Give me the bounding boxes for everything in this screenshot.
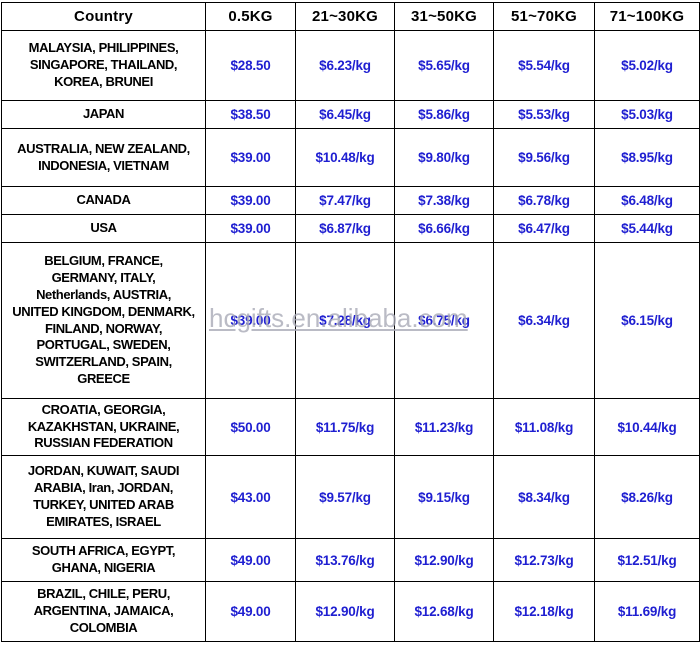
price-cell: $9.57/kg	[295, 455, 395, 539]
table-row: MALAYSIA, PHILIPPINES, SINGAPORE, THAILA…	[1, 30, 700, 101]
country-cell: MALAYSIA, PHILIPPINES, SINGAPORE, THAILA…	[1, 30, 206, 101]
price-cell: $6.66/kg	[394, 214, 494, 243]
price-cell: $12.18/kg	[493, 581, 595, 642]
price-cell: $6.78/kg	[493, 186, 595, 215]
price-cell: $12.51/kg	[594, 538, 700, 582]
price-cell: $11.69/kg	[594, 581, 700, 642]
country-cell: CROATIA, GEORGIA, KAZAKHSTAN, UKRAINE, R…	[1, 398, 206, 456]
table-row: JAPAN $38.50 $6.45/kg $5.86/kg $5.53/kg $5.03…	[1, 100, 700, 129]
price-cell: $8.95/kg	[594, 128, 700, 187]
price-cell: $13.76/kg	[295, 538, 395, 582]
price-cell: $6.34/kg	[493, 242, 595, 399]
country-cell: CANADA	[1, 186, 206, 215]
price-cell: $38.50	[205, 100, 296, 129]
price-cell: $39.00	[205, 214, 296, 243]
country-cell: SOUTH AFRICA, EGYPT, GHANA, NIGERIA	[1, 538, 206, 582]
price-cell: $12.73/kg	[493, 538, 595, 582]
price-cell: $9.15/kg	[394, 455, 494, 539]
price-cell: $9.80/kg	[394, 128, 494, 187]
price-cell: $10.44/kg	[594, 398, 700, 456]
country-cell: USA	[1, 214, 206, 243]
table-row: AUSTRALIA, NEW ZEALAND, INDONESIA, VIETN…	[1, 128, 700, 187]
price-cell: $5.02/kg	[594, 30, 700, 101]
price-cell: $5.53/kg	[493, 100, 595, 129]
table-row: BRAZIL, CHILE, PERU, ARGENTINA, JAMAICA,…	[1, 581, 700, 642]
price-cell: $8.26/kg	[594, 455, 700, 539]
country-cell: AUSTRALIA, NEW ZEALAND, INDONESIA, VIETN…	[1, 128, 206, 187]
price-cell: $39.00	[205, 128, 296, 187]
table-row: SOUTH AFRICA, EGYPT, GHANA, NIGERIA $49.0…	[1, 538, 700, 582]
price-cell: $12.90/kg	[295, 581, 395, 642]
price-cell: $49.00	[205, 581, 296, 642]
table-row: CANADA $39.00 $7.47/kg $7.38/kg $6.78/kg $6.4…	[1, 186, 700, 215]
table-header-row: Country 0.5KG 21~30KG 31~50KG 51~70KG 71~100K…	[1, 2, 700, 31]
price-cell: $39.00	[205, 186, 296, 215]
price-cell: $5.44/kg	[594, 214, 700, 243]
price-cell: $12.68/kg	[394, 581, 494, 642]
price-cell: $8.34/kg	[493, 455, 595, 539]
price-cell: $11.23/kg	[394, 398, 494, 456]
price-cell: $49.00	[205, 538, 296, 582]
country-cell: JAPAN	[1, 100, 206, 129]
price-cell: $12.90/kg	[394, 538, 494, 582]
price-cell: $7.38/kg	[394, 186, 494, 215]
price-cell: $5.86/kg	[394, 100, 494, 129]
country-cell: BELGIUM, FRANCE, GERMANY, ITALY, Netherl…	[1, 242, 206, 399]
price-cell: $39.00	[205, 242, 296, 399]
price-cell: $6.87/kg	[295, 214, 395, 243]
price-cell: $43.00	[205, 455, 296, 539]
column-header-weight: 71~100KG	[594, 2, 700, 31]
price-cell: $6.45/kg	[295, 100, 395, 129]
price-cell: $7.28/kg	[295, 242, 395, 399]
column-header-country: Country	[1, 2, 206, 31]
price-cell: $11.08/kg	[493, 398, 595, 456]
price-cell: $10.48/kg	[295, 128, 395, 187]
price-cell: $28.50	[205, 30, 296, 101]
price-cell: $5.65/kg	[394, 30, 494, 101]
price-cell: $5.03/kg	[594, 100, 700, 129]
column-header-weight: 51~70KG	[493, 2, 595, 31]
column-header-weight: 31~50KG	[394, 2, 494, 31]
table-row: CROATIA, GEORGIA, KAZAKHSTAN, UKRAINE, R…	[1, 398, 700, 456]
column-header-weight: 0.5KG	[205, 2, 296, 31]
country-cell: JORDAN, KUWAIT, SAUDI ARABIA, Iran, JORD…	[1, 455, 206, 539]
country-cell: BRAZIL, CHILE, PERU, ARGENTINA, JAMAICA,…	[1, 581, 206, 642]
table-body: MALAYSIA, PHILIPPINES, SINGAPORE, THAILA…	[1, 30, 700, 642]
table-row: BELGIUM, FRANCE, GERMANY, ITALY, Netherl…	[1, 242, 700, 399]
price-cell: $11.75/kg	[295, 398, 395, 456]
price-cell: $9.56/kg	[493, 128, 595, 187]
price-cell: $6.48/kg	[594, 186, 700, 215]
price-cell: $6.75/kg	[394, 242, 494, 399]
column-header-weight: 21~30KG	[295, 2, 395, 31]
price-cell: $6.15/kg	[594, 242, 700, 399]
price-cell: $7.47/kg	[295, 186, 395, 215]
price-cell: $6.23/kg	[295, 30, 395, 101]
table-row: JORDAN, KUWAIT, SAUDI ARABIA, Iran, JORD…	[1, 455, 700, 539]
table-row: USA $39.00 $6.87/kg $6.66/kg $6.47/kg $5.44/k…	[1, 214, 700, 243]
price-cell: $50.00	[205, 398, 296, 456]
price-cell: $5.54/kg	[493, 30, 595, 101]
price-cell: $6.47/kg	[493, 214, 595, 243]
